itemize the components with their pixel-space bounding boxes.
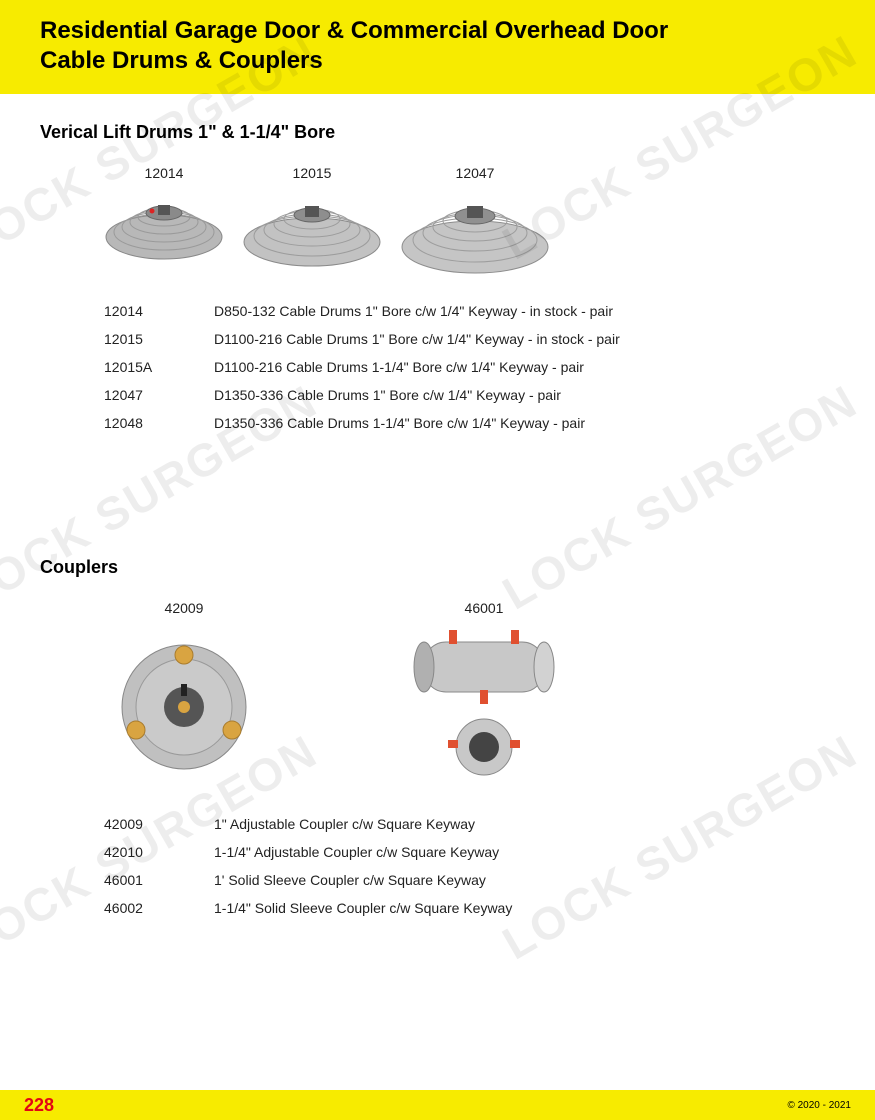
copyright: © 2020 - 2021 bbox=[787, 1100, 851, 1111]
table-row: 12015 D1100-216 Cable Drums 1" Bore c/w … bbox=[104, 325, 835, 353]
spec-code: 12048 bbox=[104, 409, 214, 437]
table-row: 46001 1' Solid Sleeve Coupler c/w Square… bbox=[104, 866, 835, 894]
section-couplers: Couplers 42009 46001 bbox=[40, 557, 835, 922]
header-band: Residential Garage Door & Commercial Ove… bbox=[0, 0, 875, 94]
spec-code: 12015A bbox=[104, 353, 214, 381]
product-label: 12047 bbox=[456, 165, 495, 181]
spec-desc: D1350-336 Cable Drums 1" Bore c/w 1/4" K… bbox=[214, 381, 561, 409]
footer-band: 228 © 2020 - 2021 bbox=[0, 1090, 875, 1120]
spec-code: 12014 bbox=[104, 297, 214, 325]
table-row: 12014 D850-132 Cable Drums 1" Bore c/w 1… bbox=[104, 297, 835, 325]
product-label: 12015 bbox=[293, 165, 332, 181]
product-figure: 46001 bbox=[394, 600, 574, 782]
content-area: Verical Lift Drums 1" & 1-1/4" Bore 1201… bbox=[0, 94, 875, 922]
product-figure: 12014 bbox=[104, 165, 224, 275]
title-line1: Residential Garage Door & Commercial Ove… bbox=[40, 17, 668, 44]
spec-desc: D1100-216 Cable Drums 1" Bore c/w 1/4" K… bbox=[214, 325, 620, 353]
spec-desc: D1350-336 Cable Drums 1-1/4" Bore c/w 1/… bbox=[214, 409, 585, 437]
spec-code: 42010 bbox=[104, 838, 214, 866]
table-row: 12015A D1100-216 Cable Drums 1-1/4" Bore… bbox=[104, 353, 835, 381]
table-row: 12047 D1350-336 Cable Drums 1" Bore c/w … bbox=[104, 381, 835, 409]
drum-images-row: 12014 12015 bbox=[104, 165, 835, 275]
product-figure: 12047 bbox=[400, 165, 550, 275]
product-figure: 12015 bbox=[242, 165, 382, 275]
table-row: 46002 1-1/4" Solid Sleeve Coupler c/w Sq… bbox=[104, 894, 835, 922]
product-label: 12014 bbox=[145, 165, 184, 181]
drum-icon bbox=[104, 187, 224, 262]
spec-desc: 1' Solid Sleeve Coupler c/w Square Keywa… bbox=[214, 866, 486, 894]
drum-icon bbox=[400, 187, 550, 275]
section-heading-drums: Verical Lift Drums 1" & 1-1/4" Bore bbox=[40, 122, 835, 143]
table-row: 12048 D1350-336 Cable Drums 1-1/4" Bore … bbox=[104, 409, 835, 437]
title-line2: Cable Drums & Couplers bbox=[40, 47, 323, 74]
section-drums: Verical Lift Drums 1" & 1-1/4" Bore 1201… bbox=[40, 122, 835, 437]
drum-icon bbox=[242, 187, 382, 269]
section-heading-couplers: Couplers bbox=[40, 557, 835, 578]
spec-desc: D850-132 Cable Drums 1" Bore c/w 1/4" Ke… bbox=[214, 297, 613, 325]
table-row: 42010 1-1/4" Adjustable Coupler c/w Squa… bbox=[104, 838, 835, 866]
spec-code: 46002 bbox=[104, 894, 214, 922]
spec-desc: 1" Adjustable Coupler c/w Square Keyway bbox=[214, 810, 475, 838]
product-figure: 42009 bbox=[104, 600, 264, 782]
table-row: 42009 1" Adjustable Coupler c/w Square K… bbox=[104, 810, 835, 838]
spec-code: 46001 bbox=[104, 866, 214, 894]
spec-desc: 1-1/4" Solid Sleeve Coupler c/w Square K… bbox=[214, 894, 512, 922]
spec-code: 12015 bbox=[104, 325, 214, 353]
product-label: 46001 bbox=[465, 600, 504, 616]
product-label: 42009 bbox=[165, 600, 204, 616]
flange-coupler-icon bbox=[104, 622, 264, 782]
drum-spec-table: 12014 D850-132 Cable Drums 1" Bore c/w 1… bbox=[104, 297, 835, 437]
spec-desc: 1-1/4" Adjustable Coupler c/w Square Key… bbox=[214, 838, 499, 866]
page-number: 228 bbox=[24, 1095, 54, 1116]
page-title: Residential Garage Door & Commercial Ove… bbox=[40, 16, 835, 76]
spec-code: 12047 bbox=[104, 381, 214, 409]
coupler-spec-table: 42009 1" Adjustable Coupler c/w Square K… bbox=[104, 810, 835, 922]
spec-code: 42009 bbox=[104, 810, 214, 838]
sleeve-coupler-icon bbox=[394, 622, 574, 782]
spec-desc: D1100-216 Cable Drums 1-1/4" Bore c/w 1/… bbox=[214, 353, 584, 381]
coupler-images-row: 42009 46001 bbox=[104, 600, 835, 782]
